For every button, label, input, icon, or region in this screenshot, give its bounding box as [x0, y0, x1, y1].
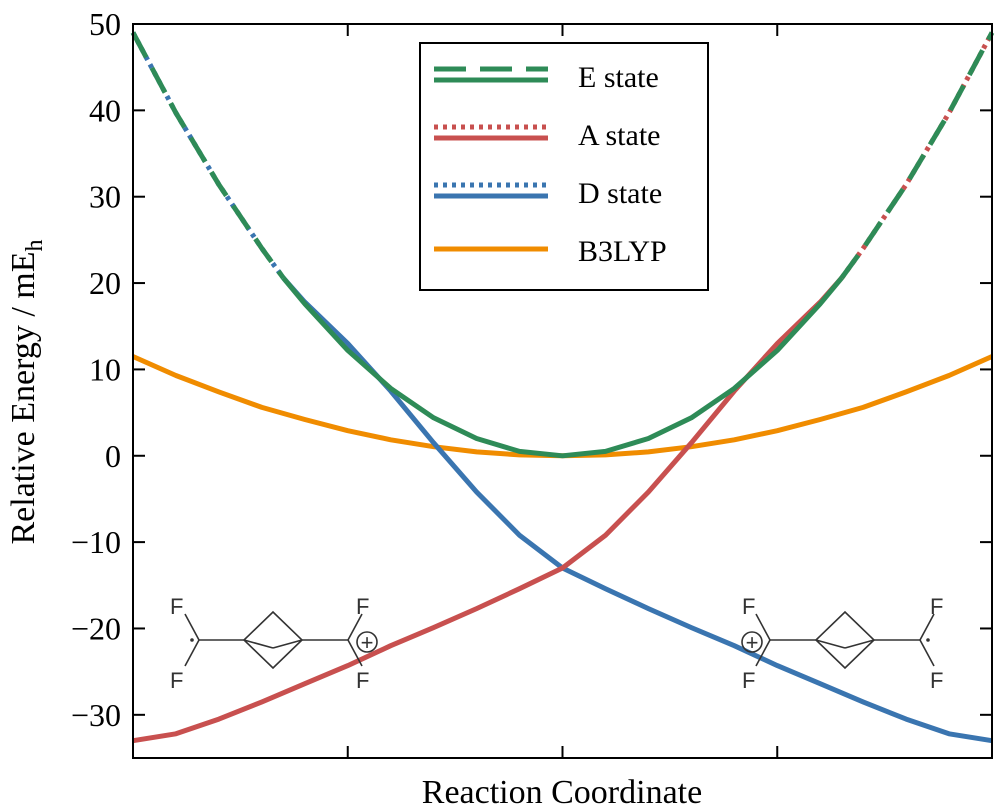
- y-axis-title-main: Relative Energy / mE: [5, 251, 42, 544]
- y-tick-label: 20: [89, 265, 121, 301]
- legend-label-d-state: D state: [578, 177, 662, 210]
- ticks-layer: [133, 23, 992, 758]
- right-mol-atom-4: F: [930, 668, 943, 693]
- right-mol-atom-1: F: [742, 594, 755, 619]
- y-axis-title-sub: h: [22, 239, 48, 251]
- right-molecule: F F F F +: [741, 594, 943, 693]
- right-mol-atom-2: F: [742, 668, 755, 693]
- y-tick-label: 0: [105, 438, 121, 474]
- series-a-state-ext-right: [839, 31, 995, 280]
- series-d-state-ext-left: [130, 31, 286, 280]
- y-tick-label: 50: [89, 6, 121, 42]
- y-tick-label: −10: [71, 524, 121, 560]
- series-e-state-ext-right: [839, 31, 995, 280]
- y-tick-label: −30: [71, 697, 121, 733]
- legend: E state A state D state B3LYP: [419, 42, 709, 291]
- series-b3lyp: [131, 354, 994, 459]
- y-tick-label: 30: [89, 179, 121, 215]
- series-a-state: [132, 276, 844, 744]
- x-axis-title: Reaction Coordinate: [422, 774, 702, 809]
- y-axis-title: Relative Energy / mEh: [5, 239, 48, 544]
- left-molecule: F F F F +: [170, 594, 378, 693]
- legend-label-a-state: A state: [578, 119, 661, 152]
- left-mol-charge: +: [361, 630, 374, 655]
- series-d-state: [281, 276, 993, 744]
- legend-label-b3lyp: B3LYP: [578, 235, 667, 268]
- legend-label-e-state: E state: [578, 61, 659, 94]
- y-tick-labels: 50 40 30 20 10 0 −10 −20 −30: [71, 6, 121, 733]
- left-mol-atom-2: F: [170, 668, 183, 693]
- right-mol-atom-3: F: [930, 594, 943, 619]
- series-e-state: [281, 276, 844, 459]
- left-mol-atom-1: F: [170, 594, 183, 619]
- y-tick-label: 40: [89, 92, 121, 128]
- right-mol-charge: +: [746, 630, 759, 655]
- y-tick-label: −20: [71, 610, 121, 646]
- series-layer: [130, 31, 995, 744]
- series-e-state-ext-left: [130, 31, 286, 280]
- left-mol-atom-4: F: [356, 668, 369, 693]
- left-mol-atom-3: F: [356, 594, 369, 619]
- y-tick-label: 10: [89, 351, 121, 387]
